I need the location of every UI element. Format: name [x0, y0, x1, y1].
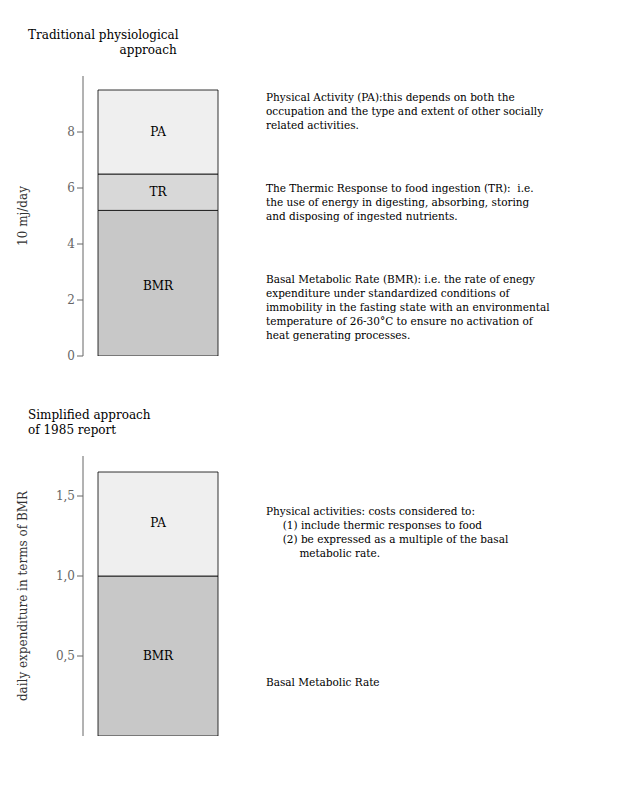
html-text:metabolic rate.: metabolic rate.: [266, 546, 381, 559]
svg-text:PA: PA: [150, 516, 166, 530]
svg-text:0: 0: [67, 349, 75, 363]
svg-text:6: 6: [67, 181, 75, 195]
svg-text:4: 4: [67, 237, 75, 251]
html-text:the use of energy in digesting: the use of energy in digesting, absorbin…: [266, 196, 530, 208]
html-text:(1) include thermic responses: (1) include thermic responses to food: [266, 518, 482, 531]
svg-text:TR: TR: [149, 185, 167, 199]
html-text:expenditure under standardized: expenditure under standardized condition…: [266, 286, 510, 299]
svg-text:1,5: 1,5: [56, 489, 75, 503]
html-text:Basal Metabolic Rate (BMR): i.: Basal Metabolic Rate (BMR): i.e. the rat…: [266, 272, 535, 285]
html-text:Basal Metabolic Rate: Basal Metabolic Rate: [266, 675, 380, 688]
html-text:heat generating processes.: heat generating processes.: [266, 328, 411, 341]
html-text:temperature of 26-30°C to ensu: temperature of 26-30°C to ensure no acti…: [266, 314, 533, 327]
html-text:(2) be expressed as a multiple: (2) be expressed as a multiple of the ba…: [266, 532, 509, 545]
svg-text:BMR: BMR: [143, 279, 174, 293]
svg-text:8: 8: [67, 125, 75, 139]
html-text:Physical activities: costs con: Physical activities: costs considered to…: [266, 504, 475, 517]
html-text:The Thermic Response to food i: The Thermic Response to food ingestion (…: [266, 182, 534, 194]
svg-text:10 mj/day: 10 mj/day: [16, 186, 30, 246]
html-text:Physical Activity (PA):this de: Physical Activity (PA):this depends on b…: [266, 91, 515, 104]
html-text:and disposing of ingested nutr: and disposing of ingested nutrients.: [266, 210, 458, 222]
html-text:immobility in the fasting stat: immobility in the fasting state with an …: [266, 300, 550, 313]
html-text:occupation and the type and ex: occupation and the type and extent of ot…: [266, 105, 544, 118]
html-text:approach: approach: [28, 43, 177, 57]
svg-text:BMR: BMR: [143, 649, 174, 663]
svg-text:daily expenditure in terms of: daily expenditure in terms of BMR: [16, 490, 30, 701]
html-text:Traditional physiological: Traditional physiological: [28, 28, 179, 42]
html-text:related activities.: related activities.: [266, 119, 359, 132]
svg-text:1,0: 1,0: [56, 569, 75, 583]
html-text:Simplified approach: Simplified approach: [28, 408, 151, 422]
svg-text:PA: PA: [150, 125, 166, 139]
svg-text:2: 2: [67, 293, 75, 307]
html-text:of 1985 report: of 1985 report: [28, 423, 117, 437]
svg-text:0,5: 0,5: [56, 649, 75, 663]
